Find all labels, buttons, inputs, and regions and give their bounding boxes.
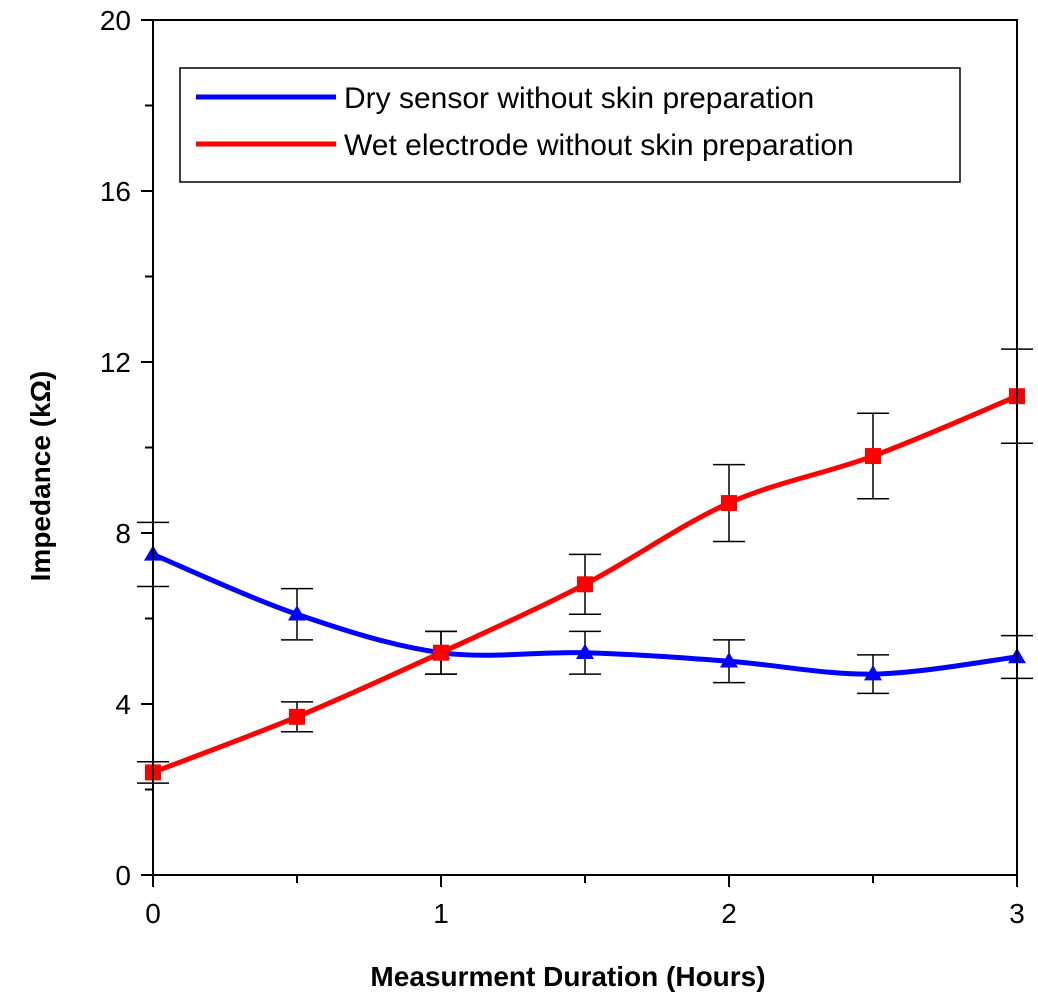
data-point-wet-electrode xyxy=(289,708,305,725)
y-axis-title: Impedance (kΩ) xyxy=(25,371,56,582)
legend-label-wet-electrode: Wet electrode without skin preparation xyxy=(344,129,854,162)
data-point-wet-electrode xyxy=(433,644,449,661)
y-tick-label: 12 xyxy=(100,347,131,378)
data-point-wet-electrode xyxy=(721,495,737,512)
x-tick-label: 2 xyxy=(721,898,737,929)
data-point-dry-sensor xyxy=(576,643,594,659)
data-point-wet-electrode xyxy=(865,448,881,465)
legend: Dry sensor without skin preparation Wet … xyxy=(179,67,961,183)
x-axis-title: Measurment Duration (Hours) xyxy=(370,961,765,992)
data-point-wet-electrode xyxy=(577,576,593,593)
y-tick-label: 20 xyxy=(100,5,131,36)
x-tick-label: 1 xyxy=(433,898,449,929)
x-tick-label: 3 xyxy=(1009,898,1025,929)
data-point-dry-sensor xyxy=(864,665,882,681)
y-tick-label: 0 xyxy=(115,860,131,891)
x-tick-label: 0 xyxy=(145,898,161,929)
legend-label-dry-sensor: Dry sensor without skin preparation xyxy=(344,82,814,115)
data-point-dry-sensor xyxy=(720,652,738,668)
data-point-dry-sensor xyxy=(288,605,306,621)
legend-box xyxy=(179,67,961,183)
y-tick-label: 4 xyxy=(115,689,131,720)
y-tick-label: 16 xyxy=(100,176,131,207)
y-tick-label: 8 xyxy=(115,518,131,549)
